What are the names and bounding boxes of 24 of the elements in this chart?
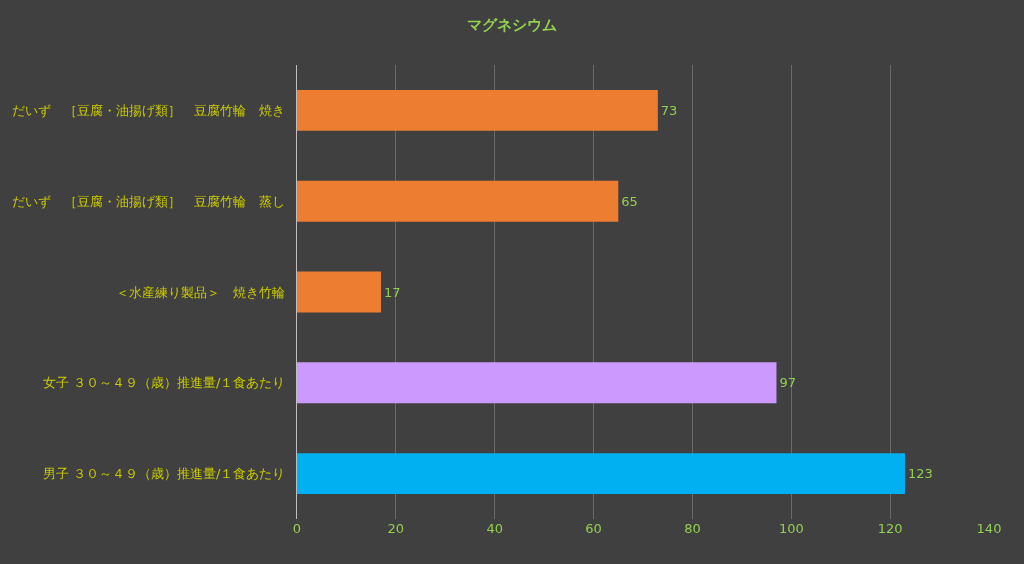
data-label: 123 xyxy=(907,466,933,482)
x-tick-label: 40 xyxy=(486,521,503,536)
data-label: 65 xyxy=(621,193,638,209)
bar xyxy=(297,89,658,131)
bar xyxy=(297,180,619,222)
y-tick-label: 男子 ３０～４９（歳）推進量/１食あたり xyxy=(42,466,286,482)
y-tick-label: ＜水産練り製品＞ 焼き竹輪 xyxy=(116,284,286,300)
bar xyxy=(297,271,382,313)
y-tick-label: だいず ［豆腐・油揚げ類］ 豆腐竹輪 蒸し xyxy=(12,193,286,209)
x-tick-label: 80 xyxy=(684,521,701,536)
x-tick-label: 140 xyxy=(976,521,1002,536)
x-tick-label: 100 xyxy=(778,521,804,536)
data-label: 73 xyxy=(660,102,678,118)
y-tick-label: 女子 ３０～４９（歳）推進量/１食あたり xyxy=(42,375,286,391)
bar xyxy=(297,362,777,404)
x-tick-label: 20 xyxy=(387,521,405,536)
y-tick-label: だいず ［豆腐・油揚げ類］ 豆腐竹輪 焼き xyxy=(12,102,286,118)
x-tick-label: 120 xyxy=(877,521,903,536)
x-tick-label: 0 xyxy=(292,521,302,536)
x-tick-label: 60 xyxy=(585,521,602,536)
data-label: 17 xyxy=(384,284,401,300)
chart-title: マグネシウム xyxy=(467,16,557,35)
bar xyxy=(297,453,905,495)
data-label: 97 xyxy=(779,375,797,391)
